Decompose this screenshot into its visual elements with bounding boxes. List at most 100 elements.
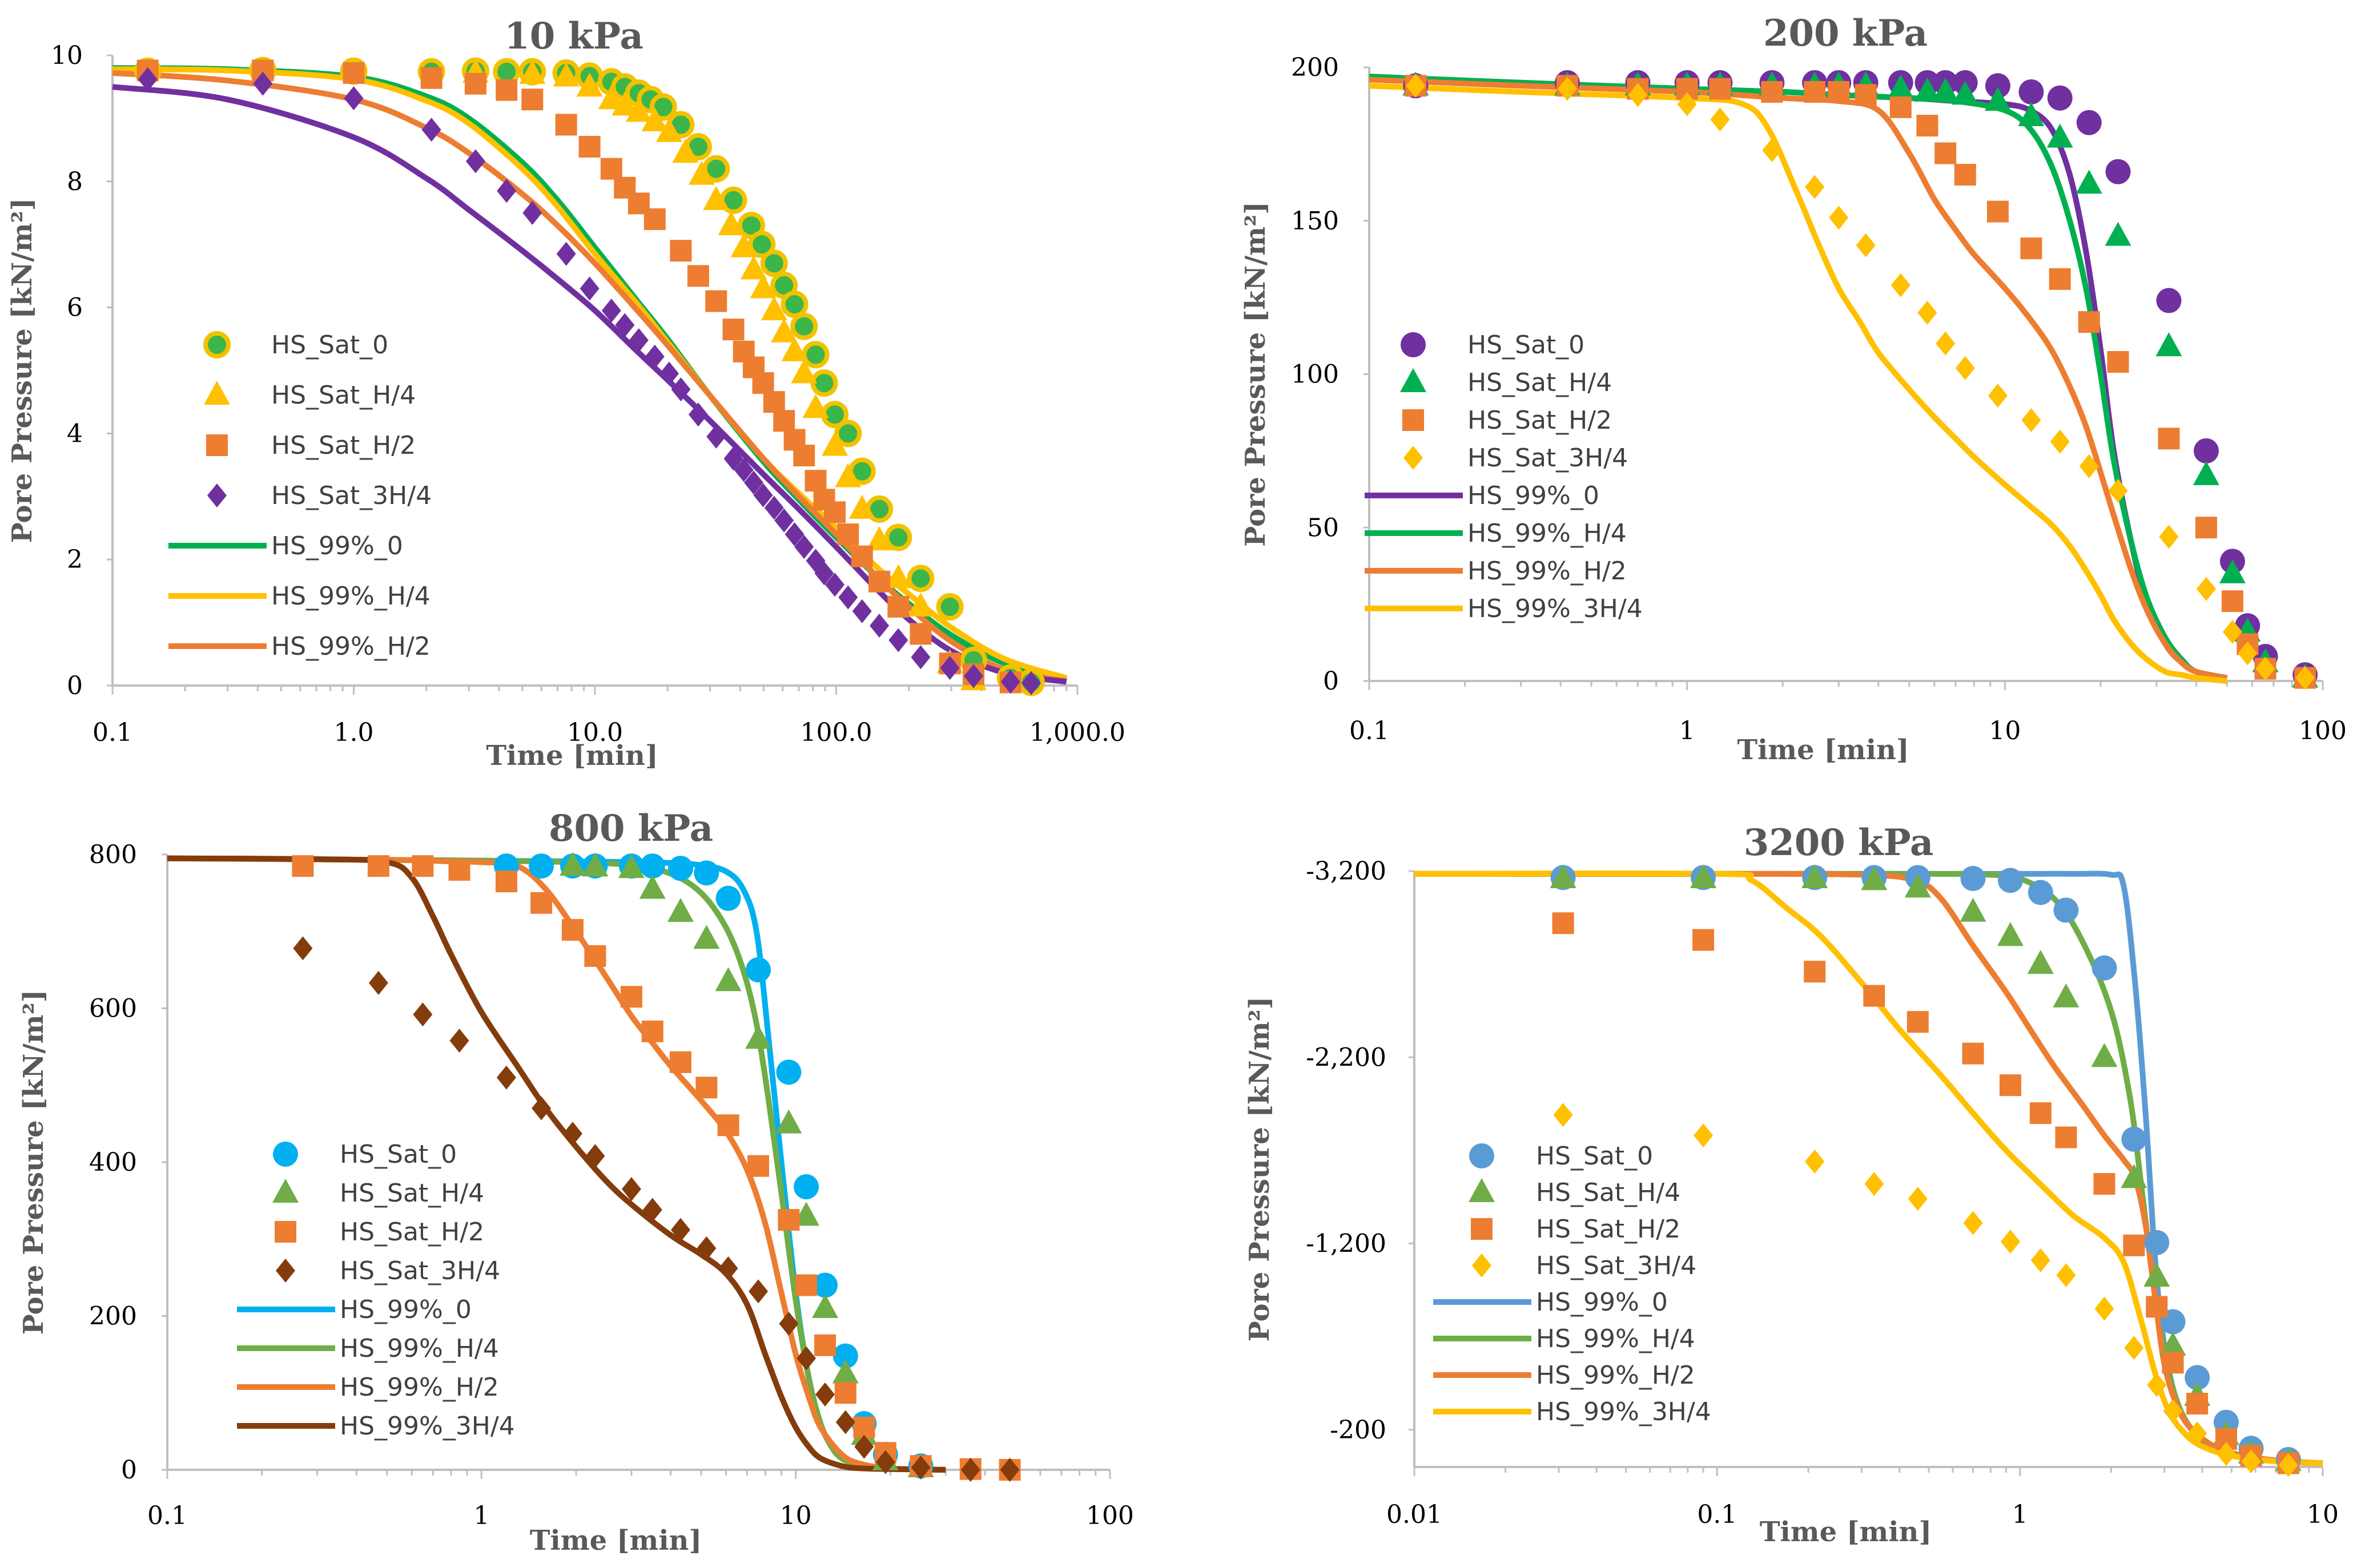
data-point xyxy=(1889,96,1912,118)
data-point xyxy=(601,299,621,323)
data-point xyxy=(688,402,708,427)
legend-symbol xyxy=(204,381,230,405)
legend-symbol xyxy=(1469,1143,1494,1168)
data-point xyxy=(292,855,314,877)
data-point xyxy=(2000,1230,2020,1254)
x-tick-label: 1 xyxy=(1679,716,1695,745)
legend-label: HS_Sat_0 xyxy=(1467,330,1584,360)
data-point xyxy=(760,249,788,277)
data-point xyxy=(669,1051,691,1073)
data-point xyxy=(964,664,984,688)
data-point xyxy=(553,62,580,87)
x-tick-label: 10 xyxy=(1989,716,2021,745)
data-point xyxy=(838,585,858,610)
data-point xyxy=(1891,273,1910,297)
data-point xyxy=(960,1458,980,1482)
data-point xyxy=(670,240,692,262)
data-point xyxy=(703,186,730,210)
data-point xyxy=(1934,142,1957,164)
data-point xyxy=(2121,1164,2147,1188)
data-point xyxy=(715,885,741,911)
data-point xyxy=(1801,864,1828,889)
y-tick-label: 10 xyxy=(51,41,83,70)
y-tick-label: 400 xyxy=(89,1148,137,1177)
data-point xyxy=(834,1382,856,1404)
data-point xyxy=(781,337,808,361)
data-point xyxy=(367,855,389,877)
data-point xyxy=(907,592,934,616)
legend-label: HS_Sat_0 xyxy=(1536,1142,1653,1171)
data-point xyxy=(618,854,645,878)
data-point xyxy=(1960,866,1986,892)
data-point xyxy=(730,233,757,257)
data-point xyxy=(1936,331,1956,356)
data-point xyxy=(1761,81,1783,103)
data-point xyxy=(723,446,743,471)
data-point xyxy=(802,394,829,418)
data-point xyxy=(1986,200,2009,223)
data-point xyxy=(791,359,818,384)
x-tick-label: 10.0 xyxy=(567,718,623,747)
y-tick-label: 200 xyxy=(1291,53,1339,82)
data-point xyxy=(1985,73,2010,99)
data-point xyxy=(854,1434,874,1459)
data-point xyxy=(2187,1421,2207,1446)
legend-symbol xyxy=(1401,332,1426,357)
legend-label: HS_99%_H/2 xyxy=(271,632,431,661)
data-point xyxy=(822,432,848,456)
x-tick-label: 0.1 xyxy=(92,718,132,747)
data-point xyxy=(752,372,774,394)
data-point xyxy=(745,1025,772,1049)
series-line-HS_99%_3H/4 xyxy=(112,84,1067,685)
data-point xyxy=(556,241,576,266)
data-point xyxy=(911,645,931,670)
y-tick-label: 150 xyxy=(1291,207,1339,236)
x-tick-label: 1.0 xyxy=(334,718,374,747)
y-tick-label: 2 xyxy=(67,545,83,574)
data-point xyxy=(578,136,601,158)
data-point xyxy=(793,445,815,467)
data-point xyxy=(741,255,767,280)
data-point xyxy=(835,463,862,487)
legend-label: HS_Sat_3H/4 xyxy=(340,1256,500,1285)
chart-panel-3: 0.1 1 10 100 0 200 400 600 800 800 kPa Time [min] P… xyxy=(18,807,1134,1557)
data-point xyxy=(1628,83,1648,107)
y-tick-label: 8 xyxy=(67,167,83,196)
data-point xyxy=(576,72,603,97)
data-point xyxy=(612,91,638,116)
data-point xyxy=(1709,78,1731,100)
data-point xyxy=(138,67,158,91)
data-point xyxy=(815,1382,835,1406)
data-point xyxy=(2196,577,2216,601)
x-tick-label: 100.0 xyxy=(801,718,872,747)
data-point xyxy=(2105,221,2131,246)
data-point xyxy=(722,319,745,341)
data-point xyxy=(2123,1234,2145,1256)
data-point xyxy=(802,341,830,369)
legend-label: HS_Sat_H/4 xyxy=(1467,368,1612,397)
legend-symbol xyxy=(206,434,228,456)
data-point xyxy=(2121,1126,2147,1152)
x-axis-label: Time [min] xyxy=(530,1525,702,1557)
x-tick-label: 1,000.0 xyxy=(1029,718,1125,747)
legend-symbol xyxy=(207,483,227,507)
series-line-HS_99%_3H/4 xyxy=(1414,870,2323,1466)
legend-label: HS_99%_0 xyxy=(1467,481,1599,510)
data-point xyxy=(749,1279,769,1304)
y-tick-label: 6 xyxy=(67,293,83,323)
data-point xyxy=(1997,922,2024,946)
data-point xyxy=(343,62,365,84)
data-point xyxy=(1805,1149,1825,1174)
data-point xyxy=(1552,912,1574,934)
data-point xyxy=(695,1077,718,1099)
data-point xyxy=(773,410,795,432)
data-point xyxy=(1550,864,1576,889)
data-point xyxy=(655,118,682,142)
legend-label: HS_Sat_H/2 xyxy=(271,431,416,460)
data-point xyxy=(2185,1365,2210,1390)
data-point xyxy=(1955,356,1975,380)
data-point xyxy=(753,483,773,507)
data-point xyxy=(718,1256,738,1280)
data-point xyxy=(496,1065,516,1090)
data-point xyxy=(1954,164,1976,186)
